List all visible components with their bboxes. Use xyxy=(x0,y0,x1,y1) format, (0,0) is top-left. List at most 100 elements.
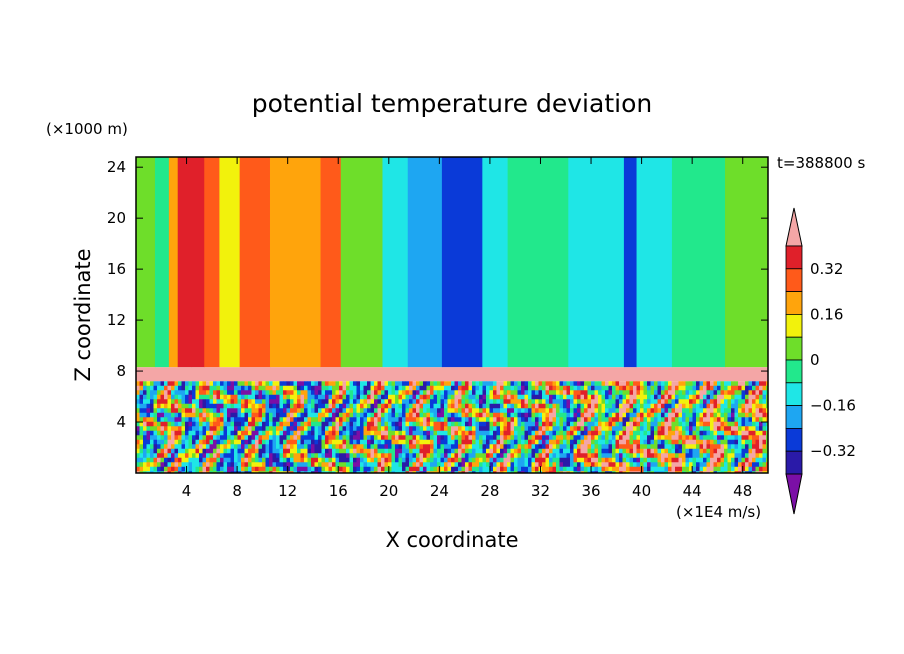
turbulence-cell xyxy=(395,444,399,450)
turbulence-cell xyxy=(167,457,172,463)
turbulence-cell xyxy=(262,430,266,436)
turbulence-cell xyxy=(493,453,497,459)
turbulence-cell xyxy=(395,390,399,396)
turbulence-cell xyxy=(342,471,347,473)
turbulence-cell xyxy=(167,462,172,468)
turbulence-cell xyxy=(409,399,413,405)
turbulence-cell xyxy=(745,435,749,441)
turbulence-cell xyxy=(727,399,732,405)
turbulence-cell xyxy=(216,421,221,427)
turbulence-cell xyxy=(762,457,767,463)
turbulence-cell xyxy=(150,408,154,414)
turbulence-cell xyxy=(265,471,270,473)
turbulence-cell xyxy=(531,403,536,409)
turbulence-cell xyxy=(241,421,245,427)
turbulence-cell xyxy=(766,390,768,396)
turbulence-cell xyxy=(157,444,161,450)
turbulence-cell xyxy=(650,462,655,468)
turbulence-cell xyxy=(377,394,382,400)
turbulence-cell xyxy=(304,421,308,427)
turbulence-cell xyxy=(587,381,592,387)
turbulence-cell xyxy=(591,444,595,450)
turbulence-cell xyxy=(741,399,746,405)
turbulence-cell xyxy=(661,412,665,418)
turbulence-cell xyxy=(202,439,207,445)
turbulence-cell xyxy=(668,399,672,405)
turbulence-cell xyxy=(339,403,343,409)
turbulence-cell xyxy=(409,462,413,468)
turbulence-cell xyxy=(524,457,529,463)
turbulence-cell xyxy=(433,439,438,445)
turbulence-cell xyxy=(402,399,406,405)
turbulence-cell xyxy=(279,381,284,387)
turbulence-cell xyxy=(258,394,263,400)
turbulence-cell xyxy=(514,462,518,468)
turbulence-cell xyxy=(587,394,592,400)
turbulence-cell xyxy=(328,417,333,423)
turbulence-cell xyxy=(528,417,532,423)
colorbar-segment xyxy=(785,313,803,338)
turbulence-cell xyxy=(713,439,718,445)
turbulence-cell xyxy=(360,457,364,463)
turbulence-cell xyxy=(241,462,245,468)
turbulence-cell xyxy=(286,390,291,396)
turbulence-cell xyxy=(202,448,207,454)
turbulence-cell xyxy=(671,444,676,450)
turbulence-cell xyxy=(468,394,473,400)
turbulence-cell xyxy=(430,390,434,396)
turbulence-cell xyxy=(549,448,553,454)
turbulence-cell xyxy=(300,412,305,418)
turbulence-cell xyxy=(402,408,406,414)
turbulence-cell xyxy=(689,462,693,468)
turbulence-cell xyxy=(199,430,203,436)
turbulence-cell xyxy=(405,381,410,387)
turbulence-cell xyxy=(500,453,504,459)
turbulence-cell xyxy=(346,390,350,396)
turbulence-cell xyxy=(598,390,602,396)
turbulence-cell xyxy=(472,403,476,409)
turbulence-cell xyxy=(174,462,179,468)
turbulence-cell xyxy=(304,457,308,463)
turbulence-cell xyxy=(552,471,557,473)
turbulence-cell xyxy=(507,403,511,409)
turbulence-cell xyxy=(363,430,368,436)
turbulence-cell xyxy=(206,403,210,409)
turbulence-cell xyxy=(360,435,364,441)
turbulence-cell xyxy=(262,403,266,409)
turbulence-cell xyxy=(199,466,203,472)
turbulence-cell xyxy=(507,462,511,468)
turbulence-cell xyxy=(430,417,434,423)
turbulence-cell xyxy=(276,466,280,472)
turbulence-cell xyxy=(146,385,151,391)
turbulence-cell xyxy=(139,403,144,409)
turbulence-cell xyxy=(153,457,158,463)
turbulence-cell xyxy=(465,403,469,409)
turbulence-cell xyxy=(710,430,714,436)
turbulence-cell xyxy=(167,430,172,436)
turbulence-cell xyxy=(643,466,648,472)
turbulence-cell xyxy=(342,435,347,441)
turbulence-cell xyxy=(724,471,728,473)
turbulence-cell xyxy=(223,390,228,396)
turbulence-cell xyxy=(556,417,560,423)
turbulence-cell xyxy=(762,403,767,409)
turbulence-cell xyxy=(227,430,231,436)
turbulence-cell xyxy=(444,457,448,463)
turbulence-cell xyxy=(461,453,466,459)
upper-column xyxy=(671,157,726,368)
turbulence-cell xyxy=(517,444,522,450)
turbulence-cell xyxy=(661,421,665,427)
turbulence-cell xyxy=(300,435,305,441)
turbulence-cell xyxy=(640,390,644,396)
turbulence-cell xyxy=(720,444,725,450)
turbulence-cell xyxy=(363,385,368,391)
turbulence-cell xyxy=(237,448,242,454)
turbulence-cell xyxy=(472,381,476,387)
turbulence-cell xyxy=(682,426,686,432)
turbulence-cell xyxy=(640,444,644,450)
turbulence-cell xyxy=(545,466,550,472)
turbulence-cell xyxy=(150,421,154,427)
turbulence-cell xyxy=(146,439,151,445)
turbulence-cell xyxy=(475,399,480,405)
turbulence-cell xyxy=(290,453,294,459)
